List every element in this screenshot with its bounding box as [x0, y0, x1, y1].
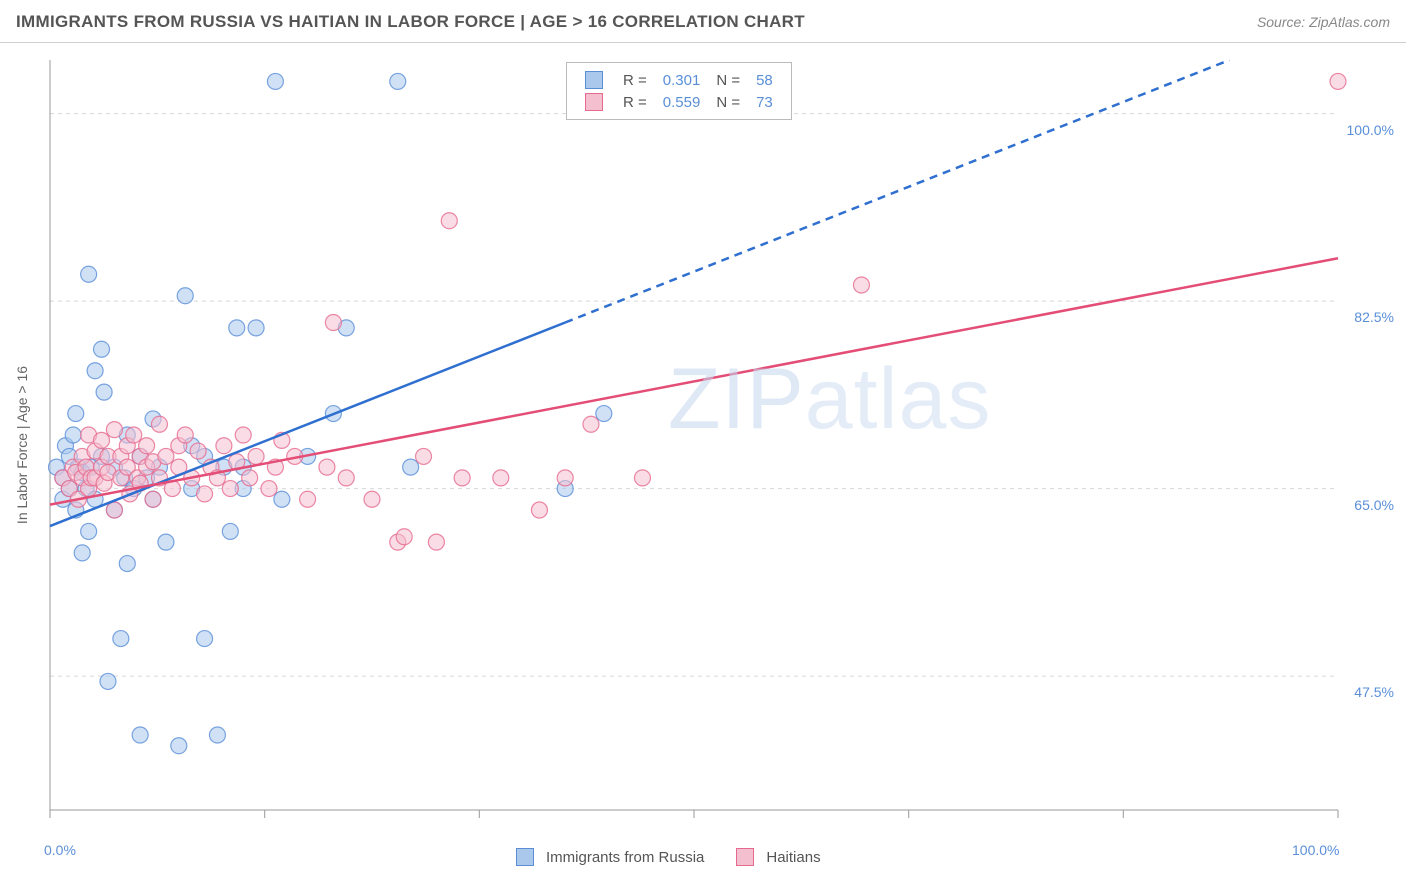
stat-label-r: R =: [615, 69, 655, 91]
y-axis-label: In Labor Force | Age > 16: [14, 366, 30, 524]
scatter-plot-svg: [48, 60, 1388, 830]
data-point: [171, 738, 187, 754]
data-point: [106, 422, 122, 438]
stat-n-series-1: 73: [748, 91, 781, 113]
data-point: [145, 491, 161, 507]
data-point: [261, 481, 277, 497]
data-point: [119, 556, 135, 572]
data-point: [557, 470, 573, 486]
data-point: [106, 502, 122, 518]
source-attribution: Source: ZipAtlas.com: [1257, 14, 1390, 30]
data-point: [158, 448, 174, 464]
data-point: [634, 470, 650, 486]
data-point: [248, 448, 264, 464]
data-point: [216, 438, 232, 454]
stats-legend-box: R = 0.301 N = 58 R = 0.559 N = 73: [566, 62, 792, 120]
y-tick-label: 47.5%: [1354, 684, 1394, 700]
y-tick-label: 82.5%: [1354, 309, 1394, 325]
data-point: [454, 470, 470, 486]
data-point: [531, 502, 547, 518]
data-point: [96, 384, 112, 400]
data-point: [396, 529, 412, 545]
legend-item-series-1: Haitians: [736, 848, 820, 866]
legend-label-series-0: Immigrants from Russia: [546, 849, 704, 866]
data-point: [596, 406, 612, 422]
data-point: [235, 427, 251, 443]
legend-label-series-1: Haitians: [766, 849, 820, 866]
data-point: [87, 363, 103, 379]
swatch-series-0: [516, 848, 534, 866]
stat-label-n: N =: [708, 69, 748, 91]
data-point: [94, 341, 110, 357]
data-point: [416, 448, 432, 464]
x-tick-label: 0.0%: [44, 842, 76, 858]
title-bar: IMMIGRANTS FROM RUSSIA VS HAITIAN IN LAB…: [0, 0, 1406, 43]
data-point: [242, 470, 258, 486]
swatch-series-1: [585, 93, 603, 111]
data-point: [267, 73, 283, 89]
data-point: [113, 631, 129, 647]
y-tick-label: 65.0%: [1354, 497, 1394, 513]
stat-r-series-0: 0.301: [655, 69, 709, 91]
stat-label-r: R =: [615, 91, 655, 113]
trend-line: [50, 258, 1338, 504]
bottom-legend: Immigrants from Russia Haitians: [516, 848, 821, 866]
stat-r-series-1: 0.559: [655, 91, 709, 113]
chart-area: In Labor Force | Age > 16 ZIPatlas R = 0…: [48, 60, 1388, 830]
data-point: [132, 727, 148, 743]
data-point: [428, 534, 444, 550]
data-point: [177, 427, 193, 443]
data-point: [65, 427, 81, 443]
data-point: [94, 432, 110, 448]
data-point: [68, 406, 84, 422]
data-point: [222, 523, 238, 539]
data-point: [248, 320, 264, 336]
data-point: [81, 523, 97, 539]
data-point: [139, 438, 155, 454]
data-point: [74, 545, 90, 561]
data-point: [158, 534, 174, 550]
data-point: [1330, 73, 1346, 89]
data-point: [197, 486, 213, 502]
data-point: [222, 481, 238, 497]
y-tick-label: 100.0%: [1347, 122, 1394, 138]
legend-item-series-0: Immigrants from Russia: [516, 848, 704, 866]
data-point: [126, 427, 142, 443]
stat-label-n: N =: [708, 91, 748, 113]
swatch-series-0: [585, 71, 603, 89]
data-point: [583, 416, 599, 432]
data-point: [319, 459, 335, 475]
data-point: [81, 266, 97, 282]
stats-table: R = 0.301 N = 58 R = 0.559 N = 73: [577, 69, 781, 113]
swatch-series-1: [736, 848, 754, 866]
data-point: [390, 73, 406, 89]
data-point: [441, 213, 457, 229]
data-point: [209, 727, 225, 743]
data-point: [197, 631, 213, 647]
data-point: [100, 673, 116, 689]
data-point: [338, 470, 354, 486]
data-point: [853, 277, 869, 293]
data-point: [325, 315, 341, 331]
data-point: [177, 288, 193, 304]
data-point: [403, 459, 419, 475]
stats-row-series-0: R = 0.301 N = 58: [577, 69, 781, 91]
data-point: [274, 491, 290, 507]
data-point: [190, 443, 206, 459]
chart-title: IMMIGRANTS FROM RUSSIA VS HAITIAN IN LAB…: [16, 12, 805, 32]
data-point: [151, 416, 167, 432]
x-tick-label: 100.0%: [1292, 842, 1339, 858]
data-point: [300, 491, 316, 507]
stat-n-series-0: 58: [748, 69, 781, 91]
data-point: [493, 470, 509, 486]
stats-row-series-1: R = 0.559 N = 73: [577, 91, 781, 113]
data-point: [229, 320, 245, 336]
data-point: [364, 491, 380, 507]
